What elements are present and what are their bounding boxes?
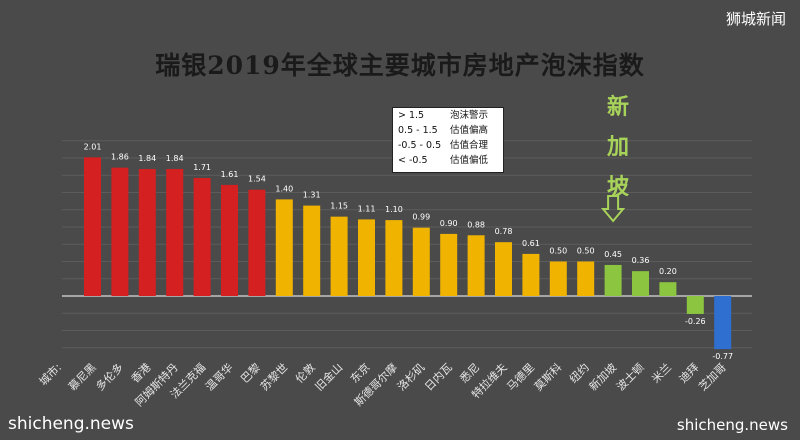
legend-range: > 1.5 xyxy=(398,110,425,121)
bar xyxy=(275,199,293,296)
callout-char: 加 xyxy=(606,135,629,160)
bar xyxy=(522,253,540,296)
bar xyxy=(221,184,238,296)
value-label: 0.88 xyxy=(467,220,485,229)
legend-label: 估值合理 xyxy=(450,140,489,151)
bar xyxy=(330,216,348,296)
value-label: 1.40 xyxy=(275,184,293,193)
category-label: 芝加哥 xyxy=(696,361,729,394)
callout-char: 新 xyxy=(606,95,629,120)
bar xyxy=(358,219,375,296)
down-arrow-icon xyxy=(600,195,626,223)
value-label: 1.86 xyxy=(111,153,129,162)
value-label: 0.61 xyxy=(522,239,540,248)
value-label: 0.36 xyxy=(632,256,650,265)
value-label: 0.45 xyxy=(604,250,622,259)
bar xyxy=(549,261,567,296)
value-label: -0.26 xyxy=(685,317,706,326)
legend-row-1: > 1.5 泡沫警示 xyxy=(393,108,503,123)
legend-row-3: -0.5 - 0.5 估值合理 xyxy=(393,138,503,153)
category-label: 米兰 xyxy=(649,361,674,386)
brand-watermark-top: 狮城新闻 xyxy=(725,10,786,28)
down-arrow-icon-shape xyxy=(600,195,626,223)
brand-watermark-bottom-left: shicheng.news xyxy=(8,414,134,434)
value-label: 1.54 xyxy=(248,175,266,184)
value-label: 0.20 xyxy=(659,267,677,276)
bar xyxy=(686,296,704,314)
legend-range: 0.5 - 1.5 xyxy=(398,125,438,136)
category-label: 莫斯科 xyxy=(531,360,564,393)
category-label: 慕尼黑 xyxy=(65,360,98,393)
legend-range: < -0.5 xyxy=(398,155,428,166)
bar xyxy=(138,169,156,296)
singapore-callout: 新 加 坡 xyxy=(598,88,638,208)
category-label: 旧金山 xyxy=(312,360,345,393)
bar xyxy=(303,205,321,296)
bar xyxy=(577,261,595,296)
category-label: 波士顿 xyxy=(613,360,646,393)
bar xyxy=(440,233,458,296)
bar xyxy=(495,242,512,296)
chart-title: 瑞银2019年全球主要城市房地产泡沫指数 xyxy=(155,51,645,80)
value-label: 1.15 xyxy=(330,202,348,211)
legend-range: -0.5 - 0.5 xyxy=(398,140,442,151)
bar xyxy=(385,220,403,296)
legend-label: 估值偏高 xyxy=(450,125,489,136)
category-label: 洛杉矶 xyxy=(394,360,427,393)
bar xyxy=(111,167,129,296)
bar xyxy=(166,169,184,296)
brand-watermark-bottom-right: shicheng.news xyxy=(676,416,788,434)
callout-char: 坡 xyxy=(606,175,629,200)
value-label: 1.84 xyxy=(166,154,184,163)
value-label: 2.01 xyxy=(84,142,102,151)
bar xyxy=(714,296,732,350)
bar xyxy=(193,178,211,296)
bar xyxy=(632,271,649,296)
bar xyxy=(412,227,430,296)
value-label: 0.78 xyxy=(495,227,513,236)
value-label: 1.71 xyxy=(193,163,211,172)
legend-row-4: < -0.5 估值偏低 xyxy=(393,153,503,168)
value-label: 0.50 xyxy=(577,247,595,256)
bar xyxy=(84,157,101,296)
value-label: 1.11 xyxy=(358,204,376,213)
x-axis-label: 城市: xyxy=(36,360,64,388)
value-label: 1.10 xyxy=(385,205,403,214)
legend: > 1.5 泡沫警示 0.5 - 1.5 估值偏高 -0.5 - 0.5 估值合理 <… xyxy=(392,107,504,173)
bars xyxy=(84,157,732,350)
category-label: 日内瓦 xyxy=(422,360,455,393)
legend-row-2: 0.5 - 1.5 估值偏高 xyxy=(393,123,503,138)
value-labels: 2.01 1.86 1.84 1.84 1.71 1.61 1.54 1.40 1.31 1.15… xyxy=(84,142,733,361)
legend-label: 泡沫警示 xyxy=(450,110,489,121)
value-label: 0.99 xyxy=(412,213,430,222)
category-label: 马德里 xyxy=(504,360,537,393)
value-label: -0.77 xyxy=(712,352,733,361)
bar xyxy=(467,235,485,296)
value-label: 1.61 xyxy=(221,170,239,179)
category-label: 苏黎世 xyxy=(257,360,290,393)
bar xyxy=(604,264,622,296)
value-label: 0.50 xyxy=(549,247,567,256)
bar xyxy=(659,282,677,296)
value-label: 1.31 xyxy=(303,191,321,200)
legend-label: 估值偏低 xyxy=(450,155,489,166)
bar xyxy=(248,189,266,296)
category-label: 新加坡 xyxy=(586,360,619,393)
category-label: 多伦多 xyxy=(93,360,126,393)
value-label: 0.90 xyxy=(440,219,458,228)
value-label: 1.84 xyxy=(138,154,156,163)
category-label: 温哥华 xyxy=(202,360,235,393)
